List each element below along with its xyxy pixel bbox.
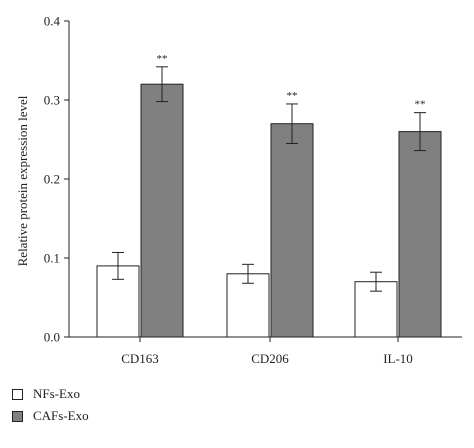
- y-tick-label: 0.4: [44, 14, 61, 29]
- legend-label: CAFs-Exo: [33, 408, 89, 423]
- legend-item-nfs-exo: NFs-Exo: [12, 384, 89, 404]
- bar-cafs-exo-cd206: [270, 123, 314, 338]
- legend-item-cafs-exo: CAFs-Exo: [12, 406, 89, 426]
- legend: NFs-Exo CAFs-Exo: [12, 384, 89, 428]
- x-tick-label: CD163: [121, 351, 159, 366]
- x-tick-label: IL-10: [383, 351, 413, 366]
- significance-marker: **: [415, 99, 426, 111]
- legend-label: NFs-Exo: [33, 386, 80, 401]
- bar-nfs-exo-cd206: [226, 273, 270, 338]
- significance-marker: **: [287, 90, 298, 102]
- significance-marker: **: [157, 53, 168, 65]
- legend-swatch: [12, 410, 23, 422]
- y-tick-label: 0.0: [44, 330, 60, 345]
- y-axis-label: Relative protein expression level: [15, 95, 30, 266]
- bar-cafs-exo-il-10: [398, 131, 442, 338]
- y-tick-label: 0.1: [44, 251, 60, 266]
- axes: 0.0 0.1 0.2 0.3 0.4 CD163 CD206 IL-10: [44, 14, 462, 366]
- y-tick-label: 0.3: [44, 93, 60, 108]
- bars: ** ** **: [96, 53, 442, 338]
- x-tick-label: CD206: [251, 351, 289, 366]
- legend-swatch: [12, 388, 23, 400]
- bar-cafs-exo-cd163: [140, 83, 184, 338]
- y-tick-label: 0.2: [44, 172, 60, 187]
